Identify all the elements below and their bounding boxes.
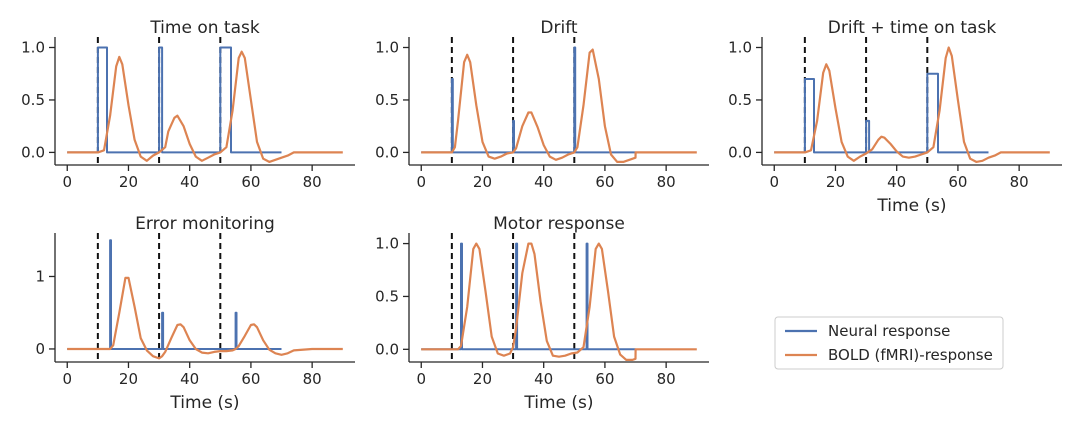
motor-response-y-tick-label: 0.5	[375, 287, 399, 305]
time-on-task-x-tick-label: 40	[180, 173, 199, 191]
motor-response-title: Motor response	[493, 214, 625, 234]
error-monitoring-x-tick-label: 0	[62, 370, 72, 388]
error-monitoring-x-tick-label: 60	[241, 370, 260, 388]
drift-y-tick-label: 1.0	[375, 38, 399, 56]
time-on-task-neural-series-line	[67, 46, 282, 154]
time-on-task-x-tick-label: 20	[119, 173, 138, 191]
legend-frame	[774, 316, 1004, 370]
drift-title: Drift	[540, 18, 577, 38]
time-on-task-y-tick-label: 0.0	[21, 143, 45, 161]
subplot-error-monitoring: Error monitoring 0 20 40 60 80 0 1 Time (s)	[35, 214, 355, 413]
time-on-task-x-tick-label: 80	[303, 173, 322, 191]
legend: Neural response BOLD (fMRI)-response	[774, 316, 1004, 370]
drift-plus-time-on-task-x-tick-label: 60	[948, 173, 967, 191]
error-monitoring-x-tick-label: 80	[303, 370, 322, 388]
legend-neural-label: Neural response	[828, 322, 950, 340]
time-on-task-y-tick-label: 1.0	[21, 38, 45, 56]
drift-x-tick-label: 0	[416, 173, 426, 191]
legend-bold-label: BOLD (fMRI)-response	[828, 346, 993, 364]
drift-plus-time-on-task-x-axis-label: Time (s)	[876, 196, 946, 216]
drift-bold-series-line	[421, 48, 697, 163]
drift-plus-time-on-task-y-tick-label: 0.0	[728, 143, 752, 161]
subplot-drift-plus-time-on-task: Drift + time on task 0 20 40 60 80 0.0 0.5 1.0 Ti…	[728, 18, 1062, 216]
error-monitoring-x-tick-label: 40	[180, 370, 199, 388]
drift-plus-time-on-task-x-tick-label: 0	[769, 173, 779, 191]
time-on-task-plot-area	[67, 37, 343, 165]
motor-response-x-tick-label: 60	[595, 370, 614, 388]
drift-x-tick-label: 80	[657, 173, 676, 191]
drift-plus-time-on-task-plot-area	[774, 37, 1050, 165]
motor-response-x-tick-label: 0	[416, 370, 426, 388]
error-monitoring-title: Error monitoring	[135, 214, 275, 234]
drift-neural-series-line	[421, 46, 636, 154]
error-monitoring-plot-area	[67, 233, 343, 362]
error-monitoring-x-axis-label: Time (s)	[169, 393, 239, 413]
motor-response-y-tick-label: 0.0	[375, 340, 399, 358]
subplot-time-on-task: Time on task 0 20 40 60 80 0.0 0.5 1.0	[21, 18, 355, 191]
subplot-motor-response: Motor response 0 20 40 60 80 0.0 0.5 1.0 Time (s)	[375, 214, 709, 413]
motor-response-x-tick-label: 20	[473, 370, 492, 388]
drift-plus-time-on-task-bold-series-line	[774, 46, 1050, 163]
subplot-drift: Drift 0 20 40 60 80 0.0 0.5 1.0	[375, 18, 709, 191]
error-monitoring-neural-series-line	[67, 239, 282, 350]
motor-response-y-tick-label: 1.0	[375, 235, 399, 253]
motor-response-x-tick-label: 40	[534, 370, 553, 388]
time-on-task-x-tick-label: 60	[241, 173, 260, 191]
subplot-grid: Time on task 0 20 40 60 80 0.0 0.5 1.0 Drift 0 20 40…	[21, 18, 1062, 413]
time-on-task-x-tick-label: 0	[62, 173, 72, 191]
drift-x-tick-label: 20	[473, 173, 492, 191]
motor-response-plot-area	[421, 233, 697, 362]
drift-plus-time-on-task-x-tick-label: 80	[1010, 173, 1029, 191]
time-on-task-bold-series-line	[67, 50, 343, 163]
drift-plus-time-on-task-title: Drift + time on task	[828, 18, 997, 38]
drift-plus-time-on-task-y-tick-label: 1.0	[728, 38, 752, 56]
time-on-task-title: Time on task	[149, 18, 260, 38]
motor-response-neural-series-line	[421, 242, 636, 351]
drift-plus-time-on-task-y-tick-label: 0.5	[728, 91, 752, 109]
error-monitoring-y-tick-label: 1	[35, 267, 45, 285]
motor-response-bold-series-line	[421, 242, 697, 361]
motor-response-x-tick-label: 80	[657, 370, 676, 388]
time-on-task-y-tick-label: 0.5	[21, 91, 45, 109]
error-monitoring-y-tick-label: 0	[35, 340, 45, 358]
drift-plot-area	[421, 37, 697, 165]
motor-response-x-axis-label: Time (s)	[523, 393, 593, 413]
drift-plus-time-on-task-x-tick-label: 20	[826, 173, 845, 191]
drift-y-tick-label: 0.0	[375, 143, 399, 161]
error-monitoring-x-tick-label: 20	[119, 370, 138, 388]
drift-x-tick-label: 60	[595, 173, 614, 191]
drift-x-tick-label: 40	[534, 173, 553, 191]
drift-plus-time-on-task-neural-series-line	[774, 72, 989, 154]
drift-plus-time-on-task-x-tick-label: 40	[887, 173, 906, 191]
error-monitoring-bold-series-line	[67, 276, 343, 360]
drift-y-tick-label: 0.5	[375, 91, 399, 109]
